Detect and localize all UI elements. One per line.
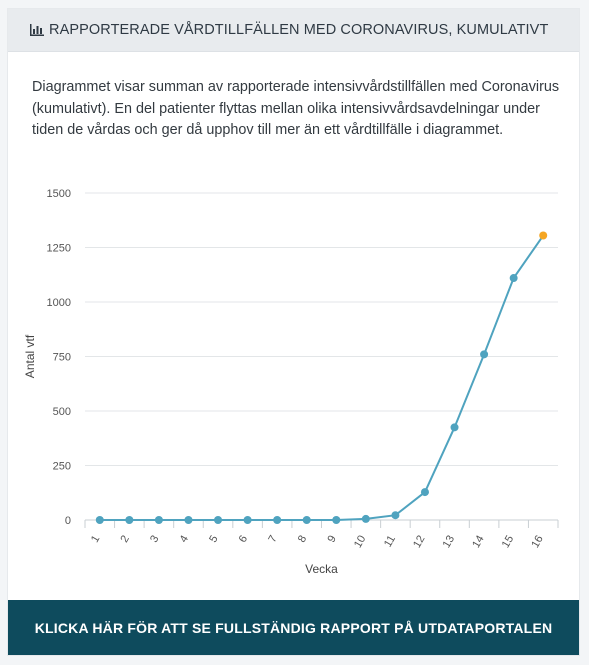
x-tick-label: 1: [89, 534, 102, 545]
data-point: [391, 511, 400, 520]
highlighted-data-point: [539, 231, 548, 240]
data-point: [95, 516, 104, 524]
y-tick-label: 1250: [47, 243, 71, 255]
data-point: [302, 516, 311, 524]
bar-chart-icon: [30, 24, 44, 36]
x-tick-label: 14: [470, 534, 487, 551]
data-point: [214, 516, 223, 524]
data-point: [332, 516, 341, 524]
y-tick-label: 0: [65, 515, 71, 527]
chart-description: Diagrammet visar summan av rapporterade …: [32, 79, 560, 138]
data-point: [480, 350, 489, 359]
data-point: [243, 516, 252, 524]
data-point: [420, 488, 429, 497]
data-point: [509, 274, 518, 283]
x-tick-label: 6: [237, 534, 250, 545]
y-tick-label: 250: [53, 461, 71, 473]
x-tick-label: 8: [296, 534, 309, 545]
data-point: [450, 423, 459, 432]
x-tick-label: 2: [118, 534, 131, 545]
x-tick-label: 9: [325, 534, 338, 545]
y-tick-label: 1000: [47, 297, 71, 309]
y-tick-label: 750: [53, 352, 71, 364]
full-report-button[interactable]: KLICKA HÄR FÖR ATT SE FULLSTÄNDIG RAPPOR…: [8, 600, 579, 655]
data-point: [361, 514, 370, 523]
series-line: [99, 234, 545, 521]
x-tick-label: 5: [207, 534, 220, 545]
y-tick-label: 500: [53, 406, 71, 418]
x-tick-label: 3: [148, 534, 161, 545]
data-point: [184, 516, 193, 524]
data-point: [125, 516, 134, 524]
card-header: RAPPORTERADE VÅRDTILLFÄLLEN MED CORONAVI…: [8, 9, 579, 52]
x-tick-label: 4: [178, 534, 191, 545]
x-axis-title: Vecka: [305, 562, 338, 576]
x-tick-label: 11: [382, 534, 398, 550]
x-tick-label: 16: [529, 534, 546, 551]
data-point: [273, 516, 282, 524]
x-tick-label: 10: [352, 534, 369, 551]
chart-card: RAPPORTERADE VÅRDTILLFÄLLEN MED CORONAVI…: [8, 9, 579, 655]
y-tick-label: 1500: [47, 188, 71, 200]
x-tick-label: 13: [441, 534, 458, 551]
card-title: RAPPORTERADE VÅRDTILLFÄLLEN MED CORONAVI…: [49, 22, 549, 38]
x-tick-label: 12: [411, 534, 428, 551]
full-report-button-label: KLICKA HÄR FÖR ATT SE FULLSTÄNDIG RAPPOR…: [34, 619, 553, 636]
x-tick-label: 7: [266, 534, 279, 545]
y-axis-title: Antal vtf: [23, 334, 37, 378]
data-point: [154, 516, 163, 524]
x-tick-label: 15: [500, 534, 517, 551]
